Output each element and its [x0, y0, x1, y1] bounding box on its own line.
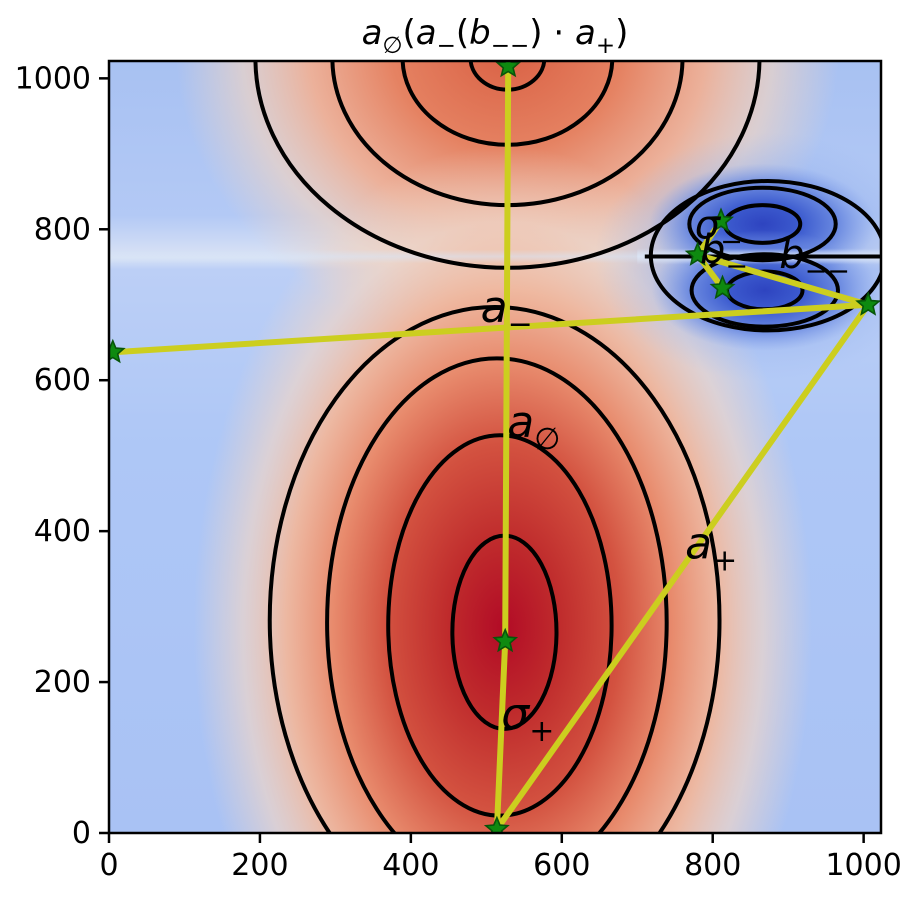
star-center	[492, 627, 519, 653]
edge-label-2: a+	[685, 518, 737, 578]
y-tick-label-200: 200	[34, 665, 91, 700]
edge-label-0: a−	[481, 282, 533, 342]
axis-tick-labels: 0 200 400 600 800 1000 0 200 400 600 800 1000	[15, 61, 902, 883]
y-tick-label-400: 400	[34, 514, 91, 549]
x-tick-label-400: 400	[382, 848, 439, 883]
contour-main-blob-c3	[325, 356, 669, 833]
graph-nodes	[109, 61, 881, 833]
edge-B-E	[109, 301, 872, 356]
edge-label-4: σ−	[695, 202, 743, 257]
plot-area: a− a∅ a+ σ+ σ−b− b−−	[109, 61, 881, 833]
x-tick-label-800: 800	[684, 848, 741, 883]
star-top	[495, 61, 522, 78]
edge-A-C	[502, 63, 512, 645]
edge-label-3: σ+	[501, 689, 554, 749]
edge-E-F	[694, 251, 872, 308]
y-tick-label-800: 800	[34, 212, 91, 247]
graph-edges	[109, 63, 872, 833]
y-tick-label-0: 0	[72, 816, 91, 851]
axes-spines	[107, 59, 883, 835]
contour-main-blob-c4	[267, 305, 722, 833]
x-tick-label-200: 200	[231, 848, 288, 883]
edge-C-D	[493, 638, 509, 833]
dipole-lower-lobe	[651, 230, 878, 351]
contour-dipole-lower-1	[689, 252, 840, 329]
contour-dipole-upper-1	[687, 185, 838, 263]
star-dipole-bottom	[709, 274, 736, 300]
edge-D-E	[493, 301, 872, 833]
star-bottom	[483, 815, 510, 833]
star-dipole-left	[684, 241, 711, 266]
edge-label-6: b−−	[779, 232, 850, 287]
edge-label-1: a∅	[507, 397, 560, 457]
star-dipole-top	[708, 207, 734, 232]
star-left	[109, 338, 126, 364]
axis-ticks	[99, 77, 865, 843]
y-tick-label-1000: 1000	[15, 61, 91, 96]
plot-title: a∅(a−(b−−) · a+)	[362, 13, 629, 59]
star-right	[855, 291, 881, 316]
x-tick-label-1000: 1000	[825, 848, 901, 883]
y-tick-label-600: 600	[34, 363, 91, 398]
edge-label-5: b−	[700, 227, 748, 282]
x-tick-label-600: 600	[533, 848, 590, 883]
x-tick-label-0: 0	[99, 848, 118, 883]
